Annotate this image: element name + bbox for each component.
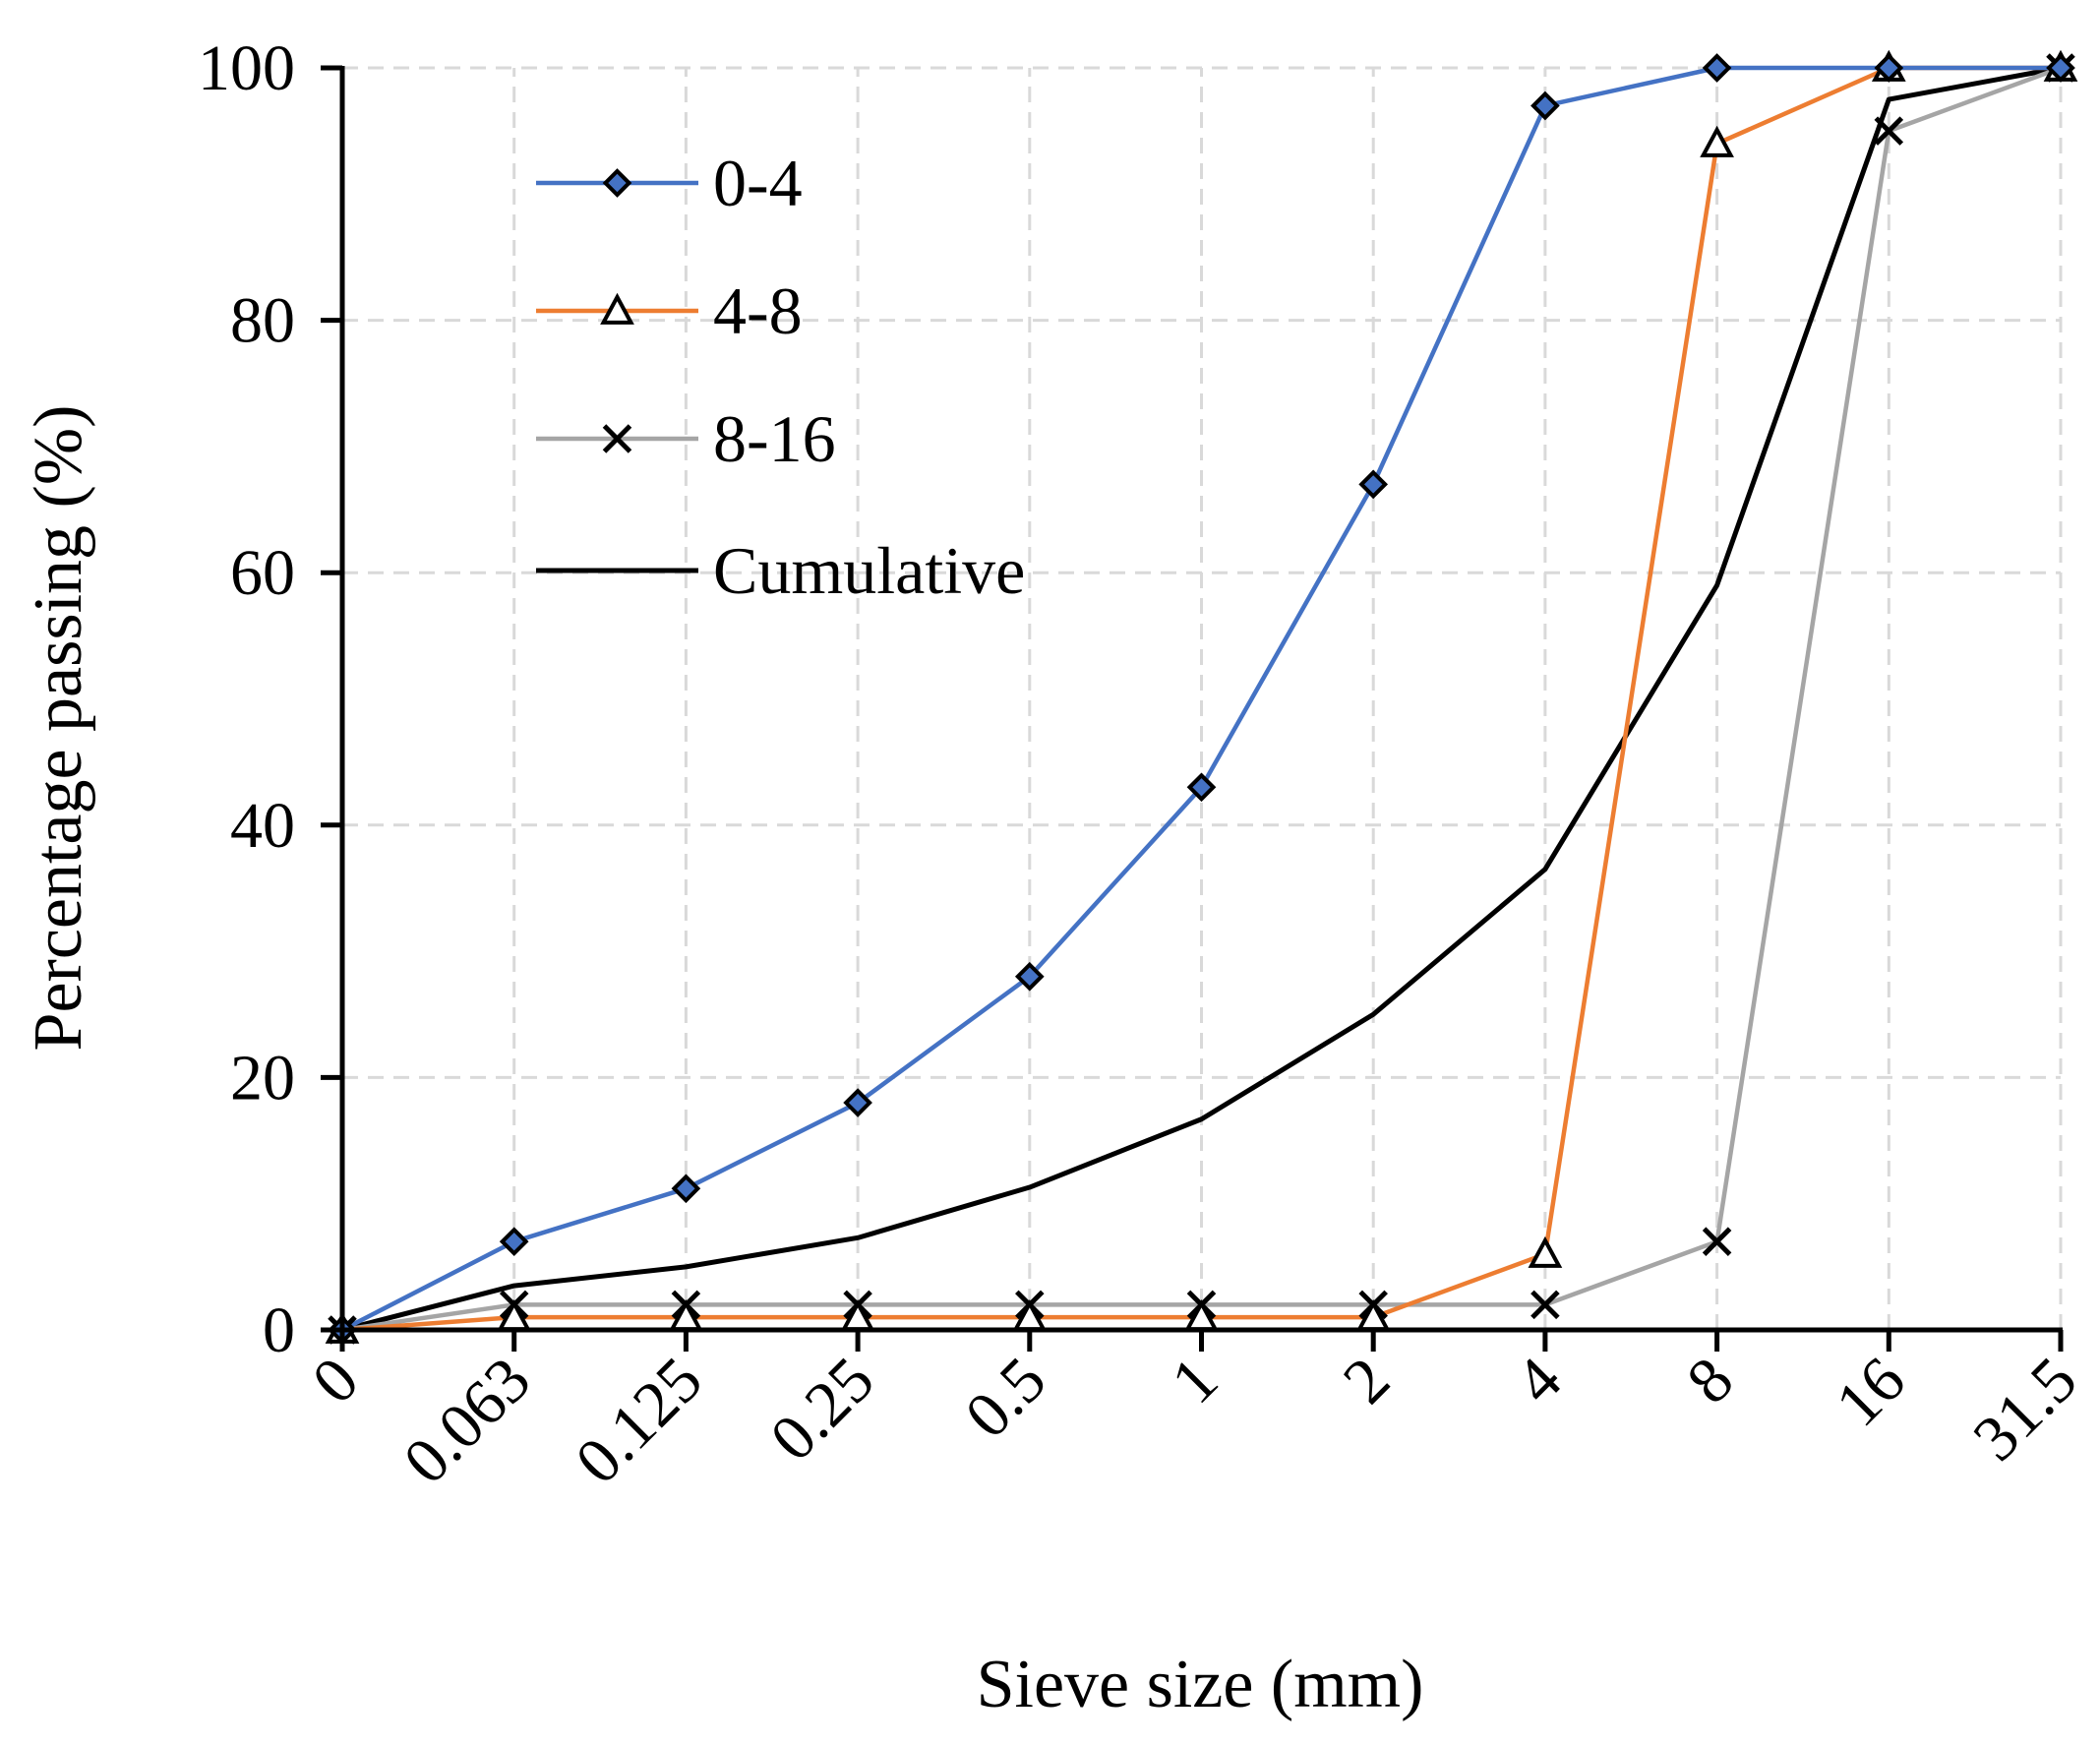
x-tick-label: 4 bbox=[1502, 1344, 1576, 1417]
marker-stroke bbox=[1530, 1290, 1560, 1320]
point-marker bbox=[1874, 116, 1904, 146]
y-tick-label: 60 bbox=[230, 537, 295, 609]
point-marker bbox=[1358, 469, 1389, 500]
x-tick-label: 0.063 bbox=[390, 1344, 545, 1498]
x-tick-label: 0.5 bbox=[951, 1344, 1059, 1452]
point-marker bbox=[1530, 90, 1560, 121]
y-axis-title: Percentage passing (%) bbox=[21, 405, 96, 1052]
point-marker bbox=[1528, 1235, 1563, 1268]
point-marker bbox=[1014, 961, 1045, 992]
point-marker bbox=[1700, 125, 1734, 157]
legend: 0-4 4-8 8-16 Cumulative bbox=[536, 146, 1025, 608]
series-line-cumulative bbox=[341, 65, 2062, 1333]
x-tick-label: 31.5 bbox=[1959, 1344, 2090, 1475]
x-tick-label: 8 bbox=[1673, 1344, 1747, 1417]
legend-label: 0-4 bbox=[713, 146, 803, 220]
y-tick-label: 100 bbox=[198, 32, 295, 104]
marker-stroke bbox=[602, 424, 632, 453]
point-marker bbox=[1186, 772, 1217, 803]
marker-stroke bbox=[1874, 116, 1904, 146]
x-tick-label: 0.25 bbox=[756, 1344, 887, 1475]
point-marker bbox=[602, 424, 632, 453]
y-tick-label: 80 bbox=[230, 285, 295, 357]
y-tick-label: 40 bbox=[230, 790, 295, 862]
point-marker bbox=[600, 292, 634, 325]
y-tick-labels: 0 20 40 60 80 100 bbox=[198, 32, 295, 1366]
point-marker bbox=[602, 168, 632, 198]
point-marker bbox=[1530, 1290, 1560, 1320]
x-axis-title: Sieve size (mm) bbox=[977, 1647, 1424, 1722]
legend-label: 8-16 bbox=[713, 401, 836, 476]
point-marker bbox=[1702, 1227, 1732, 1256]
axes bbox=[321, 65, 2064, 1352]
x-tick-label: 1 bbox=[1158, 1344, 1231, 1417]
point-marker bbox=[843, 1088, 872, 1117]
point-marker bbox=[499, 1227, 529, 1257]
point-marker bbox=[1874, 53, 1904, 83]
y-tick-label: 20 bbox=[230, 1042, 295, 1114]
x-tick-label: 16 bbox=[1823, 1344, 1919, 1440]
legend-item-cumulative: Cumulative bbox=[536, 533, 1025, 608]
legend-item-4-8: 4-8 bbox=[536, 273, 803, 348]
series-layer bbox=[325, 49, 2078, 1345]
legend-label: Cumulative bbox=[713, 533, 1025, 608]
legend-item-0-4: 0-4 bbox=[536, 146, 803, 220]
x-tick-label: 2 bbox=[1330, 1344, 1404, 1417]
y-tick-label: 0 bbox=[263, 1294, 295, 1366]
point-marker bbox=[2046, 53, 2075, 83]
marker-stroke bbox=[1702, 1227, 1732, 1256]
legend-label: 4-8 bbox=[713, 273, 803, 348]
x-tick-labels: 0 0.063 0.125 0.25 0.5 1 2 4 8 16 31.5 bbox=[299, 1344, 2091, 1498]
x-tick-label: 0.125 bbox=[562, 1344, 716, 1498]
legend-item-8-16: 8-16 bbox=[536, 401, 836, 476]
x-tick-label: 0 bbox=[299, 1344, 373, 1417]
point-marker bbox=[1702, 53, 1732, 83]
point-marker bbox=[671, 1174, 701, 1204]
